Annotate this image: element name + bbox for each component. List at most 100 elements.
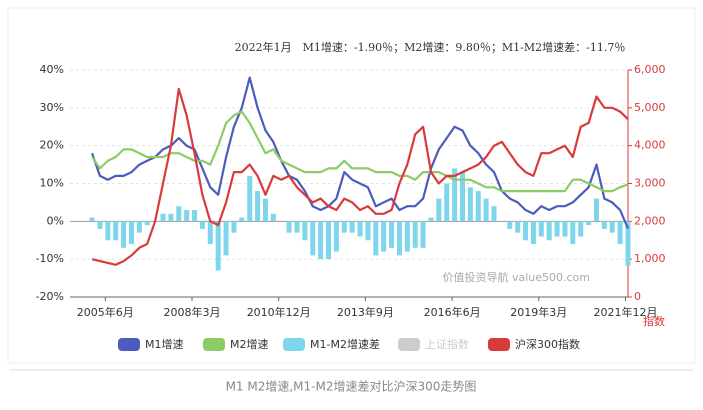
- x-tick-label: 2019年3月: [510, 305, 567, 319]
- bar: [192, 209, 198, 222]
- bar: [199, 221, 205, 229]
- bar: [357, 221, 363, 237]
- bar: [97, 221, 103, 229]
- line: [91, 87, 629, 266]
- bar: [341, 221, 347, 233]
- y-tick-label: 20%: [40, 139, 64, 152]
- bar: [404, 221, 410, 252]
- bar: [475, 191, 481, 222]
- bar: [105, 221, 111, 241]
- bar: [326, 221, 332, 260]
- bar: [436, 198, 442, 222]
- y2-tick-label: 6,000: [634, 63, 666, 76]
- bar: [318, 221, 324, 260]
- bar: [562, 221, 568, 237]
- bar: [215, 221, 221, 271]
- legend-label: 沪深300指数: [515, 337, 580, 351]
- bar: [270, 213, 276, 222]
- bar: [310, 221, 316, 256]
- bar: [302, 221, 308, 241]
- y-tick-label: 40%: [40, 63, 64, 76]
- legend-swatch: [203, 338, 225, 351]
- bar: [160, 213, 166, 222]
- legend-label: M2增速: [230, 337, 269, 351]
- bar: [593, 198, 599, 222]
- bar: [333, 221, 339, 252]
- bar: [365, 221, 371, 241]
- bar: [294, 221, 300, 233]
- x-tick-label: 2005年6月: [77, 305, 134, 319]
- bar: [286, 221, 292, 233]
- bar: [428, 217, 434, 222]
- bar: [89, 217, 95, 222]
- bar: [113, 221, 119, 241]
- bar: [381, 221, 387, 252]
- bar: [121, 221, 127, 248]
- bar: [617, 221, 623, 245]
- y2-tick-label: 1,000: [634, 252, 666, 265]
- bar: [483, 198, 489, 222]
- y-tick-label: 0%: [47, 214, 64, 227]
- legend-label: M1-M2增速差: [310, 337, 380, 351]
- bar: [128, 221, 134, 245]
- bar: [578, 221, 584, 237]
- x-tick-label: 2010年12月: [247, 305, 311, 319]
- y2-tick-label: 4,000: [634, 139, 666, 152]
- legend-label: 上证指数: [425, 337, 469, 351]
- x-tick-label: 2013年9月: [337, 305, 394, 319]
- bar: [349, 221, 355, 233]
- bar: [231, 221, 237, 233]
- bar: [530, 221, 536, 245]
- legend-swatch: [283, 338, 305, 351]
- y-tick-label: 30%: [40, 101, 64, 114]
- bar: [207, 221, 213, 245]
- bar: [546, 221, 552, 241]
- bar: [586, 221, 592, 226]
- bar: [554, 221, 560, 237]
- y2-tick-label: 2,000: [634, 214, 666, 227]
- y2-axis-label: 指数: [643, 314, 665, 328]
- legend-swatch: [488, 338, 510, 351]
- bar: [176, 206, 182, 222]
- annotation: 2022年1月 M1增速：-1.90％；M2增速：9.80％；M1-M2增速差：…: [235, 40, 626, 54]
- legend-swatch: [118, 338, 140, 351]
- bar: [184, 209, 190, 222]
- y2-tick-label: 3,000: [634, 177, 666, 190]
- bar: [136, 221, 142, 233]
- bar: [389, 221, 395, 248]
- legend-swatch: [398, 338, 420, 351]
- bar: [538, 221, 544, 237]
- bar: [247, 175, 253, 222]
- bar: [523, 221, 529, 241]
- bar: [515, 221, 521, 233]
- y-tick-label: -20%: [36, 290, 64, 303]
- bar: [223, 221, 229, 256]
- bar: [467, 187, 473, 222]
- y2-tick-label: 5,000: [634, 101, 666, 114]
- y2-tick-label: 0: [634, 290, 641, 303]
- bar: [601, 221, 607, 229]
- bar: [491, 206, 497, 222]
- panel: [7, 7, 696, 364]
- caption: M1 M2增速,M1-M2增速差对比沪深300走势图: [226, 380, 477, 394]
- x-tick-label: 2016年6月: [424, 305, 481, 319]
- bar: [452, 168, 458, 222]
- x-tick-label: 2008年3月: [164, 305, 221, 319]
- watermark: 价值投资导航 value500.com: [442, 270, 590, 284]
- bar: [373, 221, 379, 256]
- bar: [255, 191, 261, 222]
- bar: [459, 172, 465, 222]
- bar: [396, 221, 402, 256]
- bar: [168, 213, 174, 222]
- y-tick-label: 10%: [40, 177, 64, 190]
- legend-label: M1增速: [145, 337, 184, 351]
- y-tick-label: -10%: [36, 252, 64, 265]
- bar: [420, 221, 426, 248]
- bar: [625, 221, 631, 266]
- bar: [444, 183, 450, 222]
- x-tick-label: 2021年12月: [593, 305, 657, 319]
- bar: [262, 198, 268, 222]
- bar: [570, 221, 576, 245]
- bar: [507, 221, 513, 229]
